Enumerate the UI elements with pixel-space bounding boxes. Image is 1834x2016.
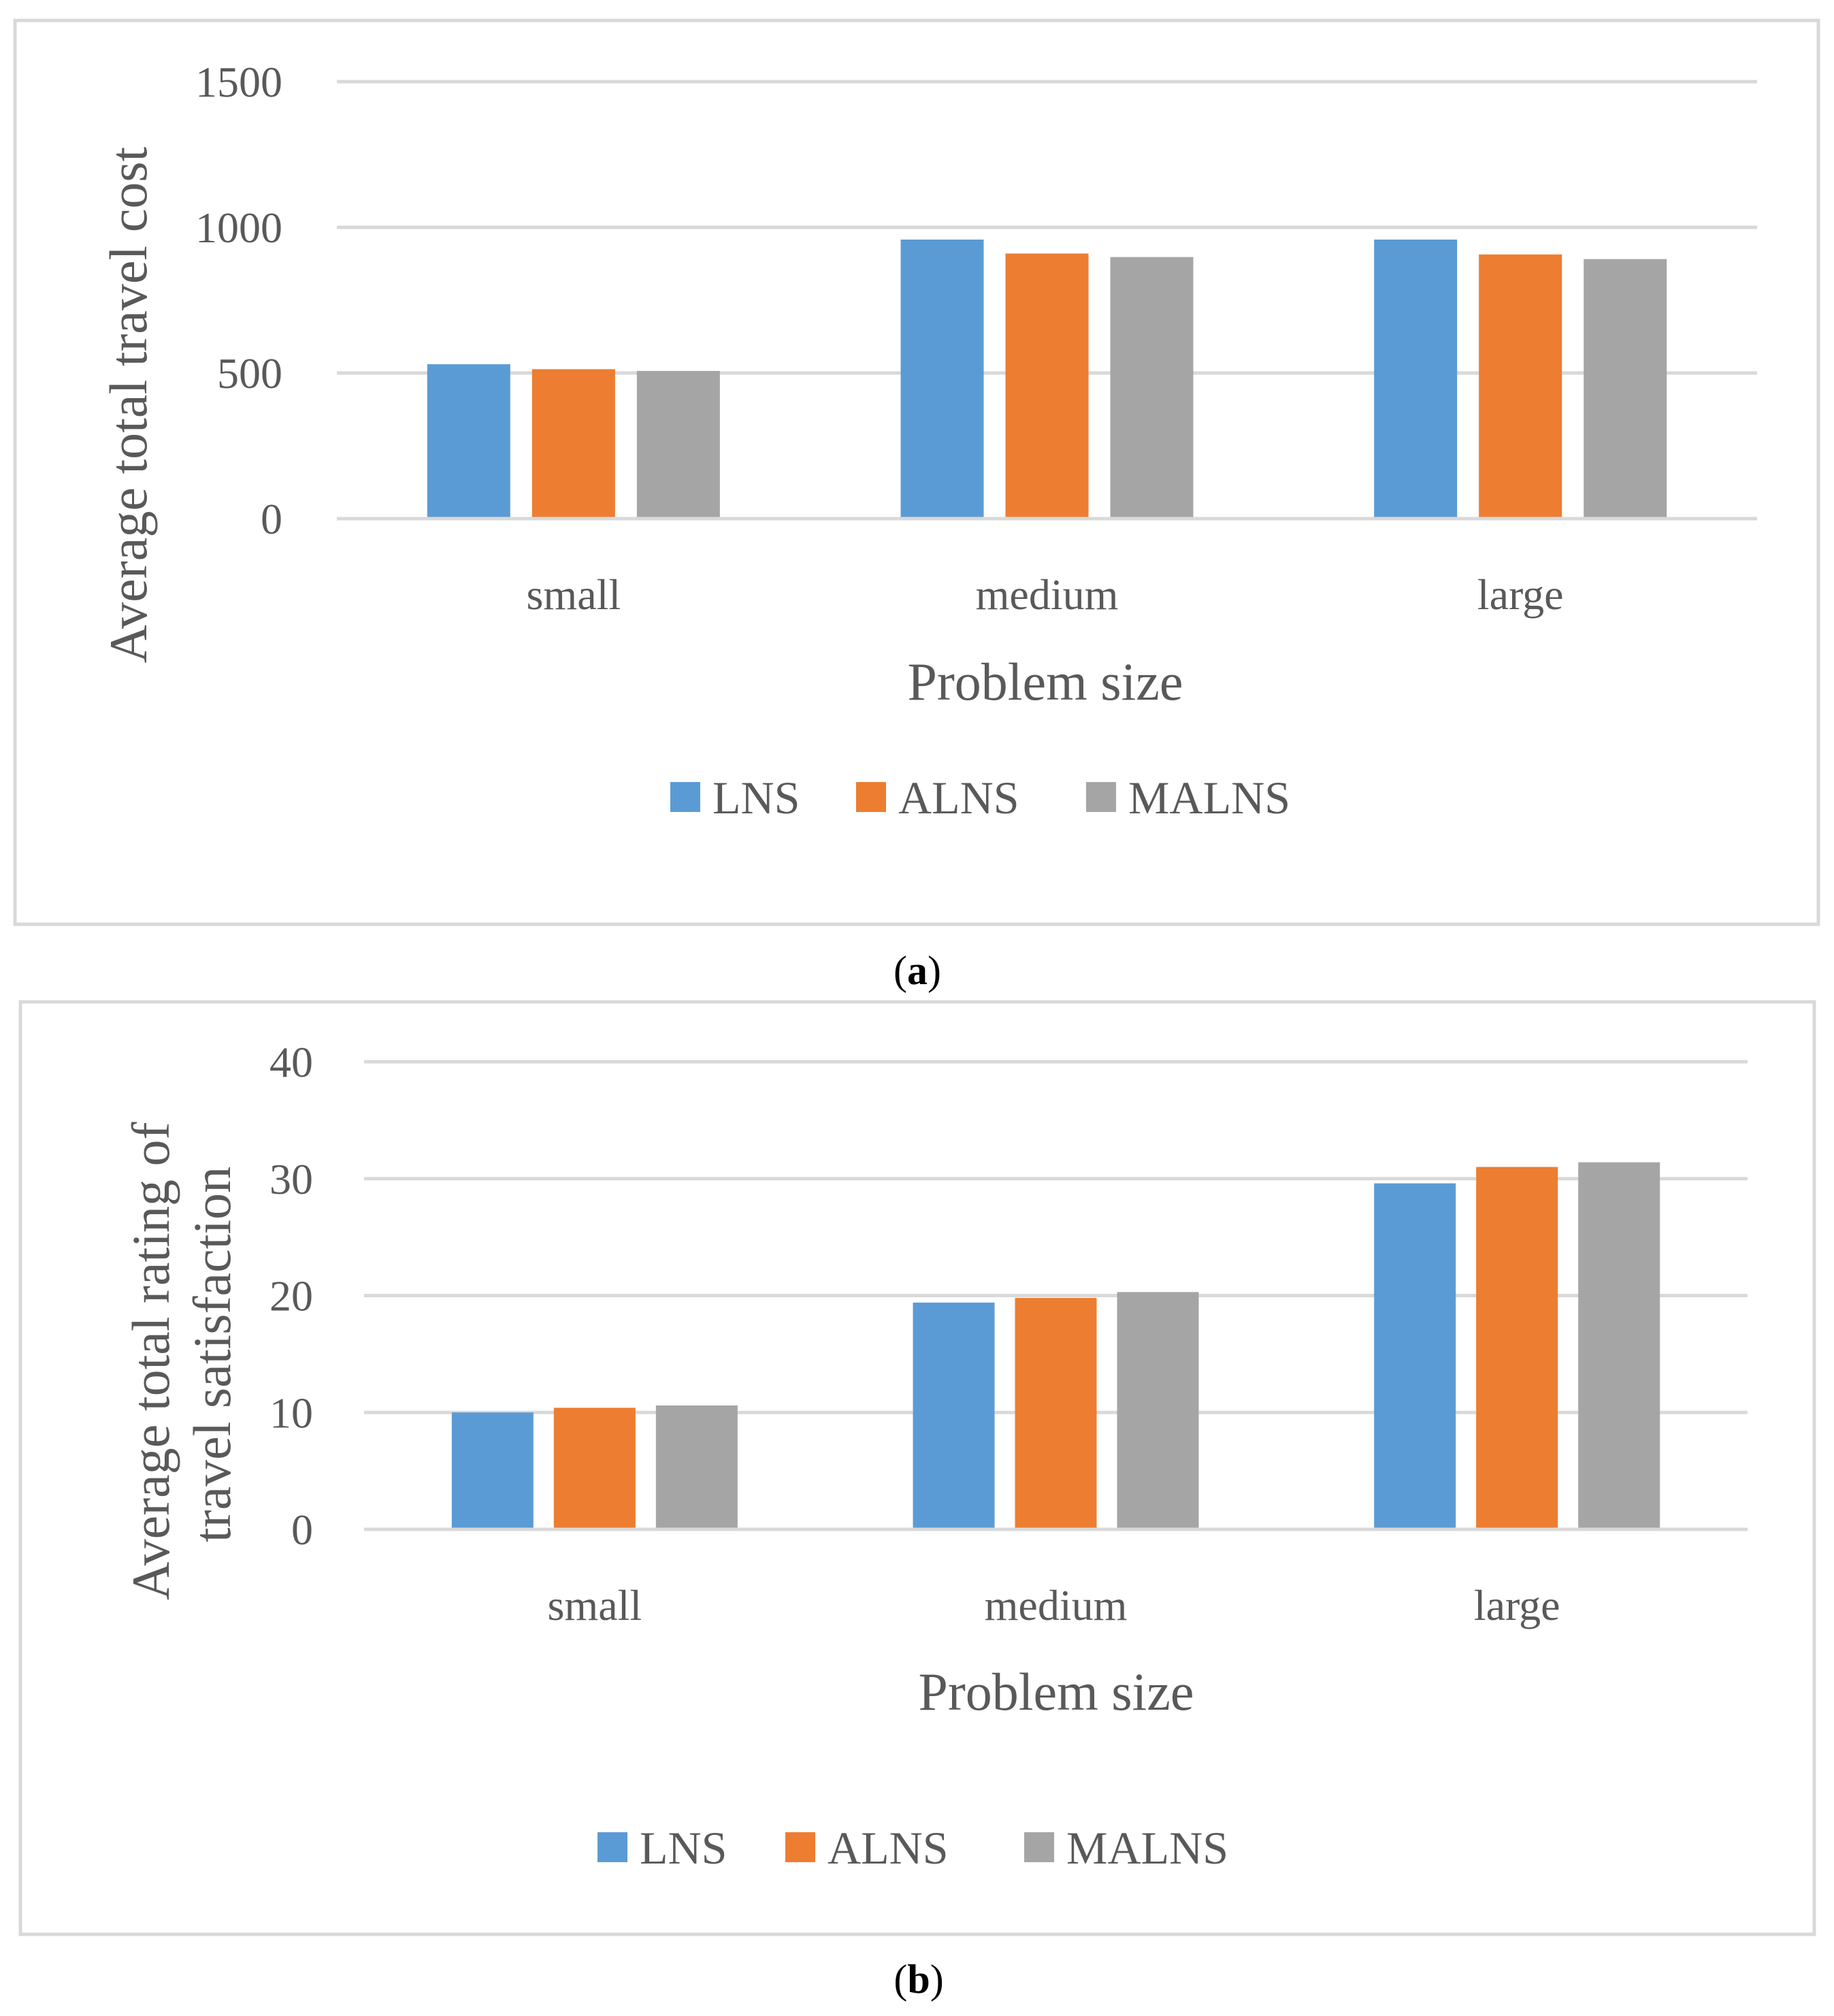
legend-label-alns: ALNS	[898, 772, 1019, 824]
chart-panel-b: 0 10 20 30 40 small medium large Average total…	[18, 1000, 1816, 1936]
legend-label-alns: ALNS	[828, 1822, 949, 1874]
x-tick-label-medium: medium	[985, 1581, 1128, 1629]
x-tick-label-small: small	[548, 1581, 642, 1629]
bar-alns-large	[1476, 1167, 1558, 1529]
bar-malns-small	[636, 371, 720, 519]
bar-lns-large	[1374, 1183, 1456, 1529]
y-axis-title-a: Average total travel cost	[99, 146, 158, 663]
bar-malns-medium	[1117, 1292, 1199, 1529]
y-axis-title-b-line2: travel satisfaction	[182, 1167, 242, 1542]
legend-a: LNS ALNS MALNS	[670, 772, 1290, 824]
bar-alns-medium	[1015, 1297, 1097, 1529]
bar-malns-large	[1578, 1162, 1660, 1529]
y-tick-labels-a: 0 500 1000 1500	[195, 58, 282, 543]
bars-b	[364, 1162, 1748, 1531]
y-tick-label-1500: 1500	[195, 58, 282, 106]
bar-lns-medium	[913, 1302, 995, 1529]
y-axis-title-b-line1: Average total rating of	[121, 1122, 180, 1600]
x-tick-label-small: small	[527, 570, 621, 619]
bar-malns-large	[1584, 259, 1667, 519]
y-tick-label-40: 40	[269, 1038, 313, 1086]
bar-alns-small	[531, 369, 615, 519]
bar-lns-medium	[900, 239, 984, 519]
panel-caption-a: (a)	[894, 948, 941, 993]
legend-swatch-alns	[856, 782, 886, 812]
y-tick-label-500: 500	[217, 349, 282, 397]
x-tick-label-large: large	[1474, 1581, 1560, 1629]
bar-lns-small	[427, 364, 510, 519]
y-tick-label-0: 0	[291, 1506, 313, 1554]
x-tick-labels-a: small medium large	[527, 570, 1564, 619]
y-tick-label-1000: 1000	[195, 204, 282, 252]
bar-alns-medium	[1005, 253, 1089, 519]
bar-malns-small	[655, 1405, 738, 1529]
legend-label-malns: MALNS	[1066, 1822, 1228, 1874]
legend-swatch-alns	[785, 1832, 815, 1862]
x-axis-title-b: Problem size	[918, 1662, 1194, 1721]
legend-swatch-lns	[597, 1832, 627, 1862]
legend-swatch-malns	[1086, 782, 1116, 812]
bars-a	[337, 239, 1757, 521]
y-tick-label-30: 30	[269, 1155, 313, 1203]
legend-b: LNS ALNS MALNS	[597, 1822, 1228, 1874]
y-tick-label-0: 0	[261, 495, 282, 543]
bar-alns-large	[1479, 254, 1562, 519]
x-tick-labels-b: small medium large	[548, 1581, 1560, 1629]
legend-swatch-malns	[1024, 1832, 1054, 1862]
y-tick-labels-b: 0 10 20 30 40	[269, 1038, 313, 1554]
x-axis-title-a: Problem size	[907, 652, 1183, 711]
bar-malns-medium	[1110, 257, 1194, 519]
panel-label-b: b	[907, 1957, 930, 2002]
legend-label-lns: LNS	[640, 1822, 727, 1874]
bar-lns-large	[1374, 239, 1458, 519]
y-axis-title-b: Average total rating of travel satisfact…	[121, 1109, 242, 1600]
panel-label-a: a	[907, 948, 928, 993]
legend-label-lns: LNS	[713, 772, 800, 824]
x-tick-label-large: large	[1477, 570, 1564, 619]
legend-swatch-lns	[670, 782, 700, 812]
x-tick-label-medium: medium	[976, 570, 1119, 619]
bar-lns-small	[451, 1412, 534, 1529]
y-tick-label-10: 10	[269, 1388, 313, 1437]
y-tick-label-20: 20	[269, 1272, 313, 1320]
bar-alns-small	[553, 1408, 636, 1529]
legend-label-malns: MALNS	[1128, 772, 1290, 824]
panel-caption-b: (b)	[894, 1957, 943, 2002]
chart-panel-a: 0 500 1000 1500 small medium large Average to…	[13, 18, 1820, 926]
